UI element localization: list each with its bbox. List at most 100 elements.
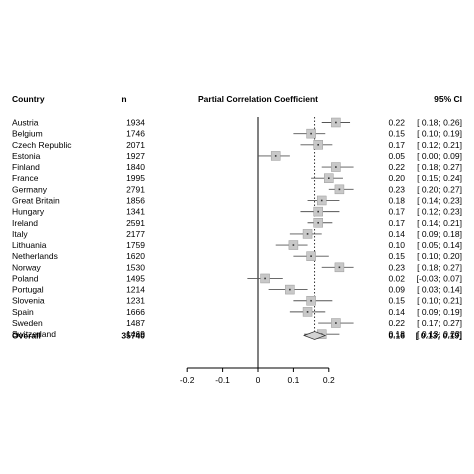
- estimate-value: 0.17: [388, 207, 405, 217]
- ci-value: [ 0.18; 0.26]: [417, 118, 462, 128]
- ci-value: [ 0.18; 0.27]: [417, 262, 462, 272]
- sample-size-value: 1214: [126, 285, 145, 295]
- country-label: Switzerland: [12, 329, 56, 339]
- overall-ci-value: [ 0.13; 0.19]: [416, 331, 462, 341]
- point-estimate-dot: [317, 143, 319, 146]
- ci-value: [ 0.10; 0.19]: [417, 129, 462, 139]
- estimate-value: 0.23: [388, 262, 405, 272]
- estimate-value: 0.17: [388, 140, 405, 150]
- overall-estimate-value: 0.16: [388, 331, 405, 341]
- point-estimate-dot: [320, 199, 323, 202]
- estimate-value: 0.17: [388, 218, 405, 228]
- ci-value: [ 0.12; 0.21]: [417, 140, 462, 150]
- ci-value: [ 0.10; 0.21]: [417, 296, 462, 306]
- estimate-value: 0.15: [388, 251, 405, 261]
- ci-value: [ 0.20; 0.27]: [417, 184, 462, 194]
- ci-value: [ 0.14; 0.21]: [417, 218, 462, 228]
- point-estimate-dot: [335, 322, 337, 324]
- estimate-value: 0.15: [388, 296, 405, 306]
- ci-value: [ 0.09; 0.18]: [417, 229, 462, 239]
- estimate-value: 0.02: [388, 273, 405, 283]
- point-estimate-dot: [310, 299, 312, 302]
- point-estimate-dot: [264, 277, 266, 280]
- country-label: France: [12, 173, 39, 183]
- sample-size-value: 1746: [126, 129, 145, 139]
- x-tick-label: 0.1: [287, 375, 299, 385]
- ci-value: [ 0.00; 0.09]: [417, 151, 462, 161]
- sample-size-value: 1759: [126, 240, 145, 250]
- point-estimate-dot: [335, 121, 337, 124]
- ci-value: [ 0.15; 0.24]: [417, 173, 462, 183]
- x-tick-label: 0.2: [323, 375, 335, 385]
- estimate-value: 0.23: [388, 184, 405, 194]
- point-estimate-dot: [317, 210, 319, 213]
- point-estimate-dot: [338, 266, 341, 269]
- sample-size-value: 1927: [126, 151, 145, 161]
- sample-size-value: 1487: [126, 318, 145, 328]
- country-label: Belgium: [12, 129, 43, 139]
- ci-value: [ 0.05; 0.14]: [417, 240, 462, 250]
- sample-size-value: 1469: [126, 329, 145, 339]
- country-label: Finland: [12, 162, 40, 172]
- country-label: Sweden: [12, 318, 43, 328]
- sample-size-value: 2591: [126, 218, 145, 228]
- country-label: Germany: [12, 184, 48, 194]
- country-label: Spain: [12, 307, 34, 317]
- x-tick-label: -0.1: [215, 375, 230, 385]
- estimate-value: 0.18: [388, 329, 405, 339]
- ci-value: [ 0.14; 0.23]: [417, 195, 462, 205]
- country-label: Portugal: [12, 285, 44, 295]
- header-ci: 95% CI: [434, 94, 462, 104]
- x-tick-label: -0.2: [180, 375, 195, 385]
- ci-value: [ 0.18; 0.27]: [417, 162, 462, 172]
- estimate-value: 0.22: [388, 318, 405, 328]
- ci-value: [ 0.13; 0.23]: [417, 329, 462, 339]
- sample-size-value: 1231: [126, 296, 145, 306]
- overall-label: Overall: [12, 331, 41, 341]
- country-label: Czech Republic: [12, 140, 72, 150]
- country-label: Poland: [12, 273, 39, 283]
- point-estimate-dot: [310, 255, 312, 257]
- ci-value: [ 0.10; 0.20]: [417, 251, 462, 261]
- estimate-value: 0.20: [388, 173, 405, 183]
- country-label: Austria: [12, 118, 39, 128]
- sample-size-value: 2071: [126, 140, 145, 150]
- sample-size-value: 1840: [126, 162, 145, 172]
- sample-size-value: 2177: [126, 229, 145, 239]
- point-estimate-dot: [306, 311, 309, 313]
- estimate-value: 0.14: [388, 229, 405, 239]
- country-label: Estonia: [12, 151, 41, 161]
- sample-size-value: 2791: [126, 184, 145, 194]
- estimate-value: 0.22: [388, 118, 405, 128]
- country-label: Slovenia: [12, 296, 45, 306]
- point-estimate-dot: [317, 221, 319, 224]
- estimate-value: 0.14: [388, 307, 405, 317]
- country-label: Norway: [12, 262, 42, 272]
- header-country: Country: [12, 94, 45, 104]
- x-axis: -0.2 -0.1 0 0.1 0.2: [180, 367, 335, 385]
- estimate-value: 0.10: [388, 240, 405, 250]
- country-label: Netherlands: [12, 251, 58, 261]
- point-estimate-dot: [328, 177, 330, 179]
- estimate-value: 0.09: [388, 285, 405, 295]
- point-estimate-dot: [335, 166, 337, 168]
- x-tick-label: 0: [256, 375, 261, 385]
- estimate-value: 0.15: [388, 129, 405, 139]
- country-label: Italy: [12, 229, 28, 239]
- country-label: Great Britain: [12, 195, 60, 205]
- overall-sample-size: 35740: [121, 331, 145, 341]
- point-estimate-dot: [338, 188, 341, 191]
- point-estimate-dot: [274, 155, 277, 157]
- sample-size-value: 1666: [126, 307, 145, 317]
- sample-size-value: 1620: [126, 251, 145, 261]
- sample-size-value: 1341: [126, 207, 145, 217]
- sample-size-value: 1995: [126, 173, 145, 183]
- point-estimate-dot: [289, 288, 291, 291]
- ci-value: [ 0.09; 0.19]: [417, 307, 462, 317]
- overall-diamond: [303, 331, 327, 340]
- point-estimate-dot: [310, 132, 312, 135]
- sample-size-value: 1495: [126, 273, 145, 283]
- sample-size-value: 1934: [126, 118, 145, 128]
- estimate-value: 0.05: [388, 151, 405, 161]
